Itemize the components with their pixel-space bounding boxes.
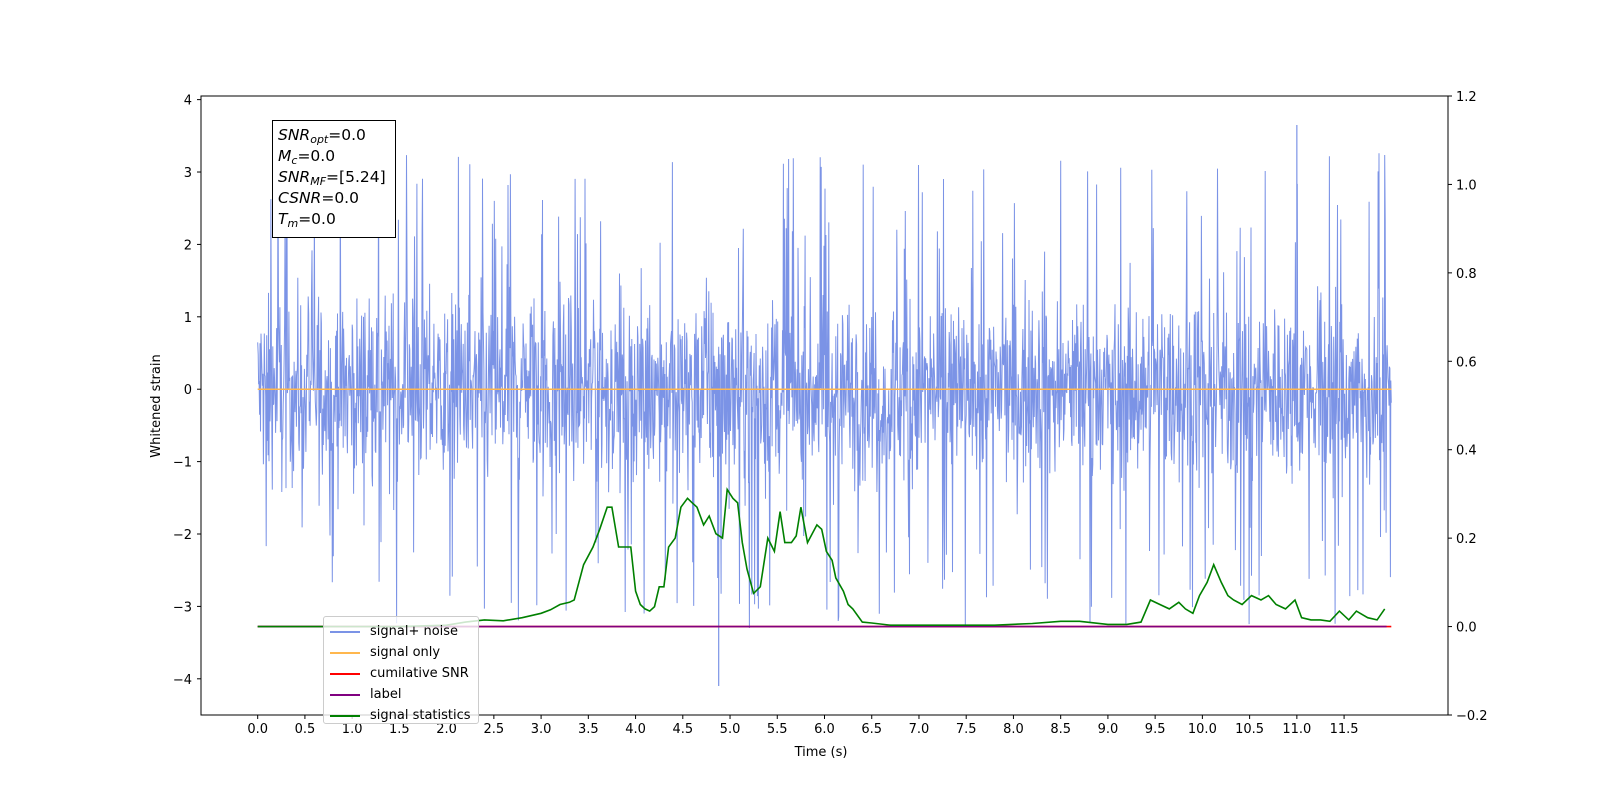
legend-label: label (370, 687, 402, 702)
y2-axis-ticks: 1.2 1.0 0.8 0.6 0.4 0.2 0.0 −0.2 (1448, 90, 1488, 724)
x-tick-label: 6.5 (861, 722, 882, 737)
x-tick-label: 8.5 (1050, 722, 1071, 737)
x-tick-label: 2.5 (484, 722, 505, 737)
y-tick-label: −4 (173, 673, 192, 688)
x-tick-label: 1.0 (342, 722, 363, 737)
x-tick-label: 3.0 (531, 722, 552, 737)
annotation-line: SNRMF=[5.24] (278, 168, 386, 188)
y-tick-label: 4 (184, 94, 192, 109)
legend-swatch (330, 714, 360, 717)
y2-tick-label: 1.2 (1456, 90, 1477, 105)
legend-swatch (330, 672, 360, 675)
x-axis-ticks: 0.0 0.5 1.0 1.5 2.0 2.5 3.0 3.5 4.0 4.5 5.0 5.5 6.0 6… (247, 715, 1359, 737)
y2-tick-label: 0.4 (1456, 444, 1477, 459)
legend-label: signal only (370, 645, 441, 660)
legend-swatch (330, 630, 360, 633)
y2-tick-label: 0.0 (1456, 621, 1477, 636)
annotation-line: Mc=0.0 (278, 147, 336, 167)
legend-swatch (330, 693, 360, 696)
legend-entry: cumilative SNR (328, 663, 478, 684)
y2-tick-label: 0.2 (1456, 532, 1477, 547)
y-axis-ticks: 4 3 2 1 0 −1 −2 −3 −4 (173, 94, 201, 688)
metrics-annotation-box: SNRopt=0.0 Mc=0.0 SNRMF=[5.24] CSNR=0.0 Tm=0… (272, 120, 396, 238)
series-signal-statistics-line (257, 487, 1386, 628)
y-tick-label: 3 (184, 166, 192, 181)
annotation-line: Tm=0.0 (278, 210, 336, 230)
x-tick-label: 11.0 (1282, 722, 1311, 737)
x-tick-label: 1.5 (389, 722, 410, 737)
x-tick-label: 10.0 (1188, 722, 1217, 737)
y2-tick-label: 1.0 (1456, 178, 1477, 193)
legend-label: signal+ noise (370, 624, 459, 639)
x-tick-label: 0.0 (247, 722, 268, 737)
x-tick-label: 4.5 (672, 722, 693, 737)
y-tick-label: −2 (173, 528, 192, 543)
annotation-line: CSNR=0.0 (278, 189, 359, 207)
x-tick-label: 11.5 (1330, 722, 1359, 737)
x-tick-label: 4.0 (625, 722, 646, 737)
series-signal-noise-line (257, 151, 1392, 629)
x-tick-label: 2.0 (436, 722, 457, 737)
x-tick-label: 7.5 (956, 722, 977, 737)
y-tick-label: 0 (184, 383, 192, 398)
legend-entry: signal+ noise (328, 621, 478, 642)
y2-tick-label: −0.2 (1456, 709, 1488, 724)
y-tick-label: −3 (173, 600, 192, 615)
legend-entry: signal only (328, 642, 478, 663)
x-tick-label: 9.5 (1145, 722, 1166, 737)
legend-entry: label (328, 684, 478, 705)
legend-label: signal statistics (370, 708, 471, 723)
y-tick-label: 2 (184, 238, 192, 253)
x-tick-label: 0.5 (295, 722, 316, 737)
x-tick-label: 10.5 (1235, 722, 1264, 737)
x-tick-label: 3.5 (578, 722, 599, 737)
legend-label: cumilative SNR (370, 666, 469, 681)
x-tick-label: 9.0 (1098, 722, 1119, 737)
y-tick-label: 1 (184, 311, 192, 326)
legend-swatch (330, 651, 360, 654)
y2-tick-label: 0.6 (1456, 355, 1477, 370)
legend-entry: signal statistics (328, 705, 478, 726)
legend: signal+ noise signal only cumilative SNR la… (323, 616, 479, 724)
y-tick-label: −1 (173, 456, 192, 471)
x-axis-label: Time (s) (794, 745, 848, 760)
x-tick-label: 5.0 (720, 722, 741, 737)
x-tick-label: 8.0 (1003, 722, 1024, 737)
x-tick-label: 5.5 (767, 722, 788, 737)
y-axis-label: Whitened strain (149, 354, 164, 457)
annotation-line: SNRopt=0.0 (278, 126, 366, 146)
x-tick-label: 6.0 (814, 722, 835, 737)
x-tick-label: 7.0 (909, 722, 930, 737)
y2-tick-label: 0.8 (1456, 267, 1477, 282)
